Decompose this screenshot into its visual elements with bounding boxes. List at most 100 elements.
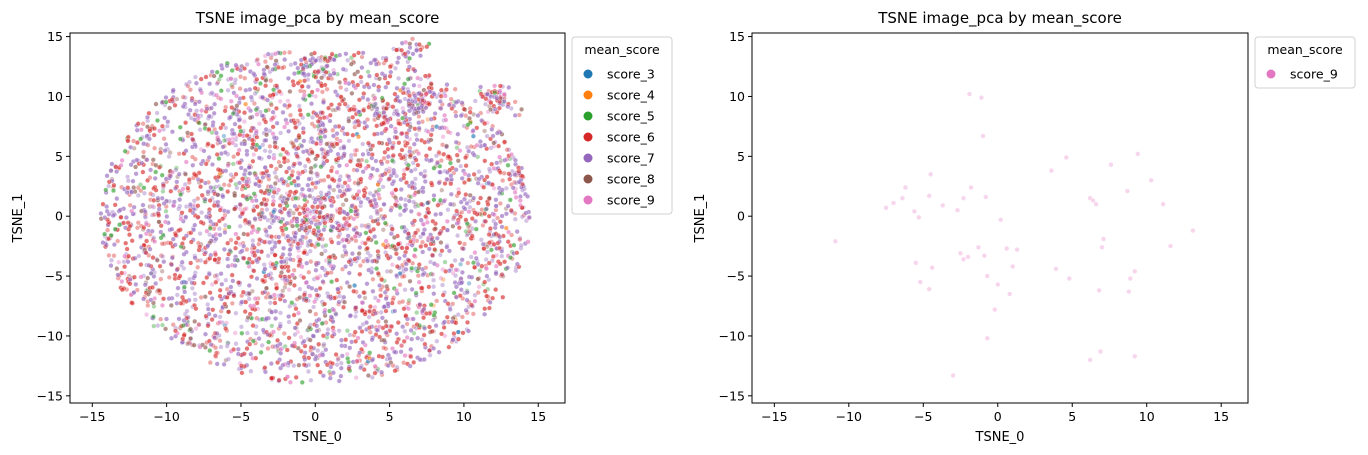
data-point bbox=[213, 130, 219, 136]
data-point bbox=[265, 346, 271, 352]
data-point bbox=[205, 302, 211, 308]
data-point bbox=[500, 177, 506, 183]
data-point bbox=[183, 81, 189, 87]
data-point bbox=[153, 281, 159, 287]
data-point bbox=[410, 36, 416, 42]
data-point bbox=[166, 274, 172, 280]
data-point bbox=[268, 184, 274, 190]
data-point bbox=[162, 115, 168, 121]
data-point bbox=[464, 297, 470, 303]
data-point bbox=[233, 231, 239, 237]
data-point bbox=[509, 232, 515, 238]
data-point bbox=[438, 275, 444, 281]
data-point bbox=[440, 134, 446, 140]
data-point bbox=[396, 120, 402, 126]
data-point bbox=[157, 128, 163, 134]
data-point bbox=[205, 179, 211, 185]
data-point bbox=[221, 137, 227, 143]
data-point bbox=[205, 141, 211, 147]
data-point bbox=[142, 214, 148, 220]
data-point bbox=[396, 75, 402, 81]
data-point bbox=[381, 345, 387, 351]
data-point bbox=[265, 253, 271, 259]
data-point bbox=[144, 238, 150, 244]
data-point bbox=[122, 270, 128, 276]
data-point bbox=[211, 73, 217, 79]
data-point bbox=[416, 211, 422, 217]
data-point bbox=[389, 262, 395, 268]
data-point bbox=[346, 138, 352, 144]
data-point bbox=[375, 181, 381, 187]
data-point bbox=[411, 199, 417, 205]
data-point bbox=[149, 212, 155, 218]
data-point bbox=[401, 360, 407, 366]
data-point bbox=[174, 233, 180, 239]
data-point bbox=[207, 232, 213, 238]
data-point bbox=[151, 323, 157, 329]
data-point bbox=[423, 243, 429, 249]
data-point bbox=[229, 67, 235, 73]
data-point bbox=[364, 158, 370, 164]
data-point bbox=[352, 152, 358, 158]
data-point bbox=[235, 280, 241, 286]
data-point bbox=[376, 187, 382, 193]
data-point bbox=[176, 151, 182, 157]
data-point bbox=[264, 132, 270, 138]
data-point bbox=[339, 343, 345, 349]
data-point bbox=[116, 259, 122, 265]
data-point bbox=[514, 250, 520, 256]
data-point bbox=[471, 207, 477, 213]
data-point bbox=[220, 144, 226, 150]
data-point bbox=[280, 109, 286, 115]
data-point bbox=[183, 214, 189, 220]
data-point bbox=[272, 252, 278, 258]
data-point bbox=[219, 281, 225, 287]
data-point bbox=[383, 167, 389, 173]
data-point bbox=[420, 239, 426, 245]
data-point bbox=[148, 191, 154, 197]
data-point bbox=[374, 208, 380, 214]
data-point bbox=[282, 57, 288, 63]
data-point bbox=[269, 276, 275, 282]
data-point bbox=[131, 138, 137, 144]
data-point bbox=[198, 76, 204, 82]
data-point bbox=[335, 183, 341, 189]
data-point bbox=[415, 189, 421, 195]
data-point bbox=[119, 157, 125, 163]
data-point bbox=[431, 277, 437, 283]
data-point bbox=[396, 118, 402, 124]
data-point bbox=[418, 217, 424, 223]
data-point bbox=[192, 101, 198, 107]
data-point bbox=[233, 240, 239, 246]
data-point bbox=[327, 369, 333, 375]
data-point bbox=[442, 112, 448, 118]
data-point bbox=[157, 290, 163, 296]
data-point bbox=[184, 308, 190, 314]
data-point bbox=[267, 239, 273, 245]
data-point bbox=[512, 99, 518, 105]
data-point bbox=[322, 133, 328, 139]
data-point bbox=[226, 309, 232, 315]
data-point bbox=[302, 163, 308, 169]
data-point bbox=[298, 334, 304, 340]
data-point bbox=[375, 319, 381, 325]
data-point bbox=[297, 211, 303, 217]
data-point bbox=[169, 129, 175, 135]
data-point bbox=[336, 328, 342, 334]
data-point bbox=[472, 292, 478, 298]
data-point bbox=[176, 316, 182, 322]
data-point bbox=[370, 288, 376, 294]
data-point bbox=[338, 373, 344, 379]
data-point bbox=[281, 331, 287, 337]
data-point bbox=[396, 255, 402, 261]
data-point bbox=[336, 163, 342, 169]
data-point bbox=[241, 243, 247, 249]
data-point bbox=[340, 66, 346, 72]
data-point bbox=[309, 121, 315, 127]
data-point bbox=[337, 293, 343, 299]
data-point bbox=[221, 133, 227, 139]
data-point bbox=[388, 231, 394, 237]
data-point bbox=[150, 157, 156, 163]
data-point bbox=[294, 296, 300, 302]
